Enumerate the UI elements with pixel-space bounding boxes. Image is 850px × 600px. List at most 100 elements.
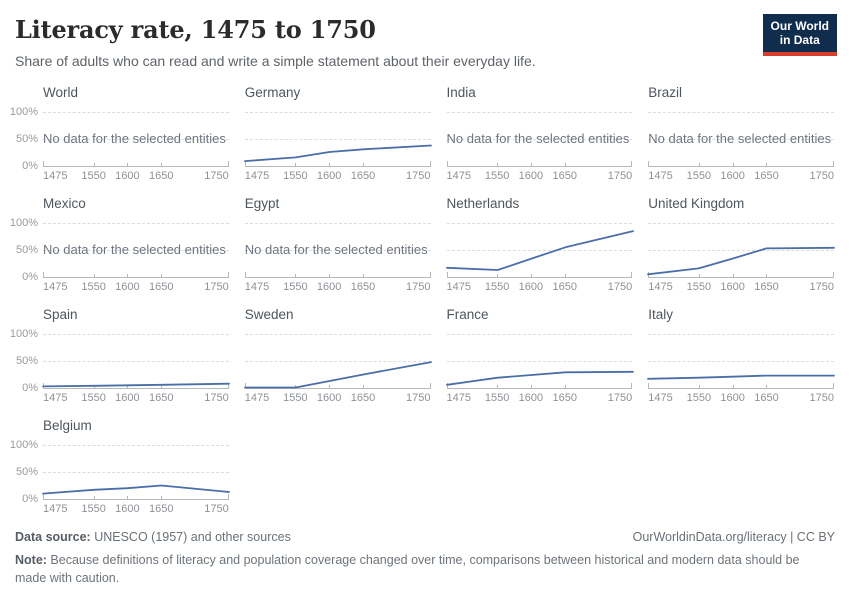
x-tick-label: 1475 [648, 281, 673, 293]
gridline-100 [648, 112, 834, 113]
line-series-spain [42, 382, 230, 388]
no-data-message: No data for the selected entities [446, 131, 630, 147]
x-tick-label: 1650 [552, 281, 577, 293]
panel-title: Belgium [43, 418, 92, 433]
x-tick-label: 1550 [686, 170, 712, 182]
x-axis-tick [161, 163, 163, 167]
panel-plot: 100% 50% 0% No data for the selected entiti… [10, 106, 229, 172]
x-tick-label: 1475 [43, 392, 68, 404]
line-path [42, 382, 230, 388]
x-axis-tick [766, 385, 768, 389]
panel-title: World [43, 85, 79, 100]
x-tick-label: 1750 [809, 281, 834, 293]
x-axis-labels: 1475 1550 1600 1650 1750 [447, 170, 633, 185]
x-axis-tick [127, 385, 129, 389]
x-axis-line [43, 388, 229, 389]
panel-plot: No data for the selected entities [446, 112, 633, 167]
x-axis-tick [362, 274, 364, 278]
x-tick-label: 1475 [446, 281, 471, 293]
x-axis-tick [127, 496, 129, 500]
y-tick-label: 0% [22, 271, 38, 283]
gridline-100 [43, 223, 229, 224]
panel-title: Egypt [244, 196, 280, 211]
x-tick-label: 1550 [686, 281, 712, 293]
x-tick-label: 1750 [406, 281, 431, 293]
x-tick-label: 1600 [316, 392, 342, 404]
gridline-50 [43, 361, 229, 362]
line-path [445, 370, 634, 386]
panel-mexico: Mexico 100% 50% 0% No data for the selected… [10, 196, 229, 295]
gridline-100 [43, 445, 229, 446]
x-tick-label: 1600 [115, 281, 140, 293]
x-axis-labels: 1475 1550 1600 1650 1750 [43, 503, 229, 518]
x-tick-label: 1750 [607, 281, 633, 293]
panel-italy: Italy 1475 1550 1600 1650 1750 [647, 307, 836, 406]
y-tick-label: 50% [15, 355, 38, 367]
x-tick-label: 1475 [648, 392, 673, 404]
no-data-message: No data for the selected entities [43, 131, 226, 147]
panel-plot: 100% 50% 0% No data for the selected entiti… [10, 217, 229, 283]
gridline-100 [244, 223, 431, 224]
x-tick-label: 1650 [148, 281, 174, 293]
x-tick-label: 1650 [552, 392, 577, 404]
x-axis-labels: 1475 1550 1600 1650 1750 [245, 392, 431, 407]
x-axis-tick [648, 383, 650, 389]
x-tick-label: 1600 [720, 281, 745, 293]
x-axis-labels: 1475 1550 1600 1650 1750 [245, 170, 431, 185]
x-axis-tick [43, 272, 44, 278]
gridline-50 [43, 139, 229, 140]
credit-link[interactable]: OurWorldinData.org/literacy | CC BY [632, 530, 835, 544]
x-axis-tick [127, 274, 129, 278]
page-title: Literacy rate, 1475 to 1750 [15, 15, 376, 44]
x-axis-tick [446, 383, 448, 389]
x-tick-label: 1650 [754, 170, 779, 182]
x-axis-tick [497, 163, 499, 167]
x-axis-tick [631, 161, 633, 167]
x-tick-label: 1650 [552, 170, 577, 182]
panel-title: Brazil [648, 85, 683, 100]
x-tick-label: 1550 [283, 170, 308, 182]
x-axis-line [244, 388, 431, 389]
x-tick-label: 1600 [720, 170, 745, 182]
chart-footer: Data source: UNESCO (1957) and other sou… [15, 530, 835, 587]
panel-plot: No data for the selected entities [648, 112, 834, 167]
gridline-50 [446, 139, 633, 140]
panel-plot [243, 112, 432, 167]
x-axis-tick [93, 385, 95, 389]
x-tick-label: 1600 [518, 392, 544, 404]
x-axis-line [446, 388, 633, 389]
gridline-50 [43, 250, 229, 251]
note-label: Note: [15, 553, 47, 567]
gridline-100 [648, 334, 834, 335]
gridline-100 [446, 223, 633, 224]
x-axis-tick [161, 274, 163, 278]
x-axis-tick [732, 274, 734, 278]
panel-plot: No data for the selected entities [244, 223, 431, 278]
x-tick-label: 1750 [809, 170, 834, 182]
x-tick-label: 1475 [43, 170, 68, 182]
no-data-message: No data for the selected entities [244, 242, 428, 258]
x-axis-labels: 1475 1550 1600 1650 1750 [43, 170, 229, 185]
gridline-50 [244, 139, 431, 140]
panel-plot [445, 334, 634, 389]
gridline-50 [244, 250, 431, 251]
x-axis-tick [227, 494, 229, 500]
x-axis-tick [362, 163, 364, 167]
x-axis-tick [227, 272, 229, 278]
gridline-50 [244, 361, 431, 362]
no-data-message: No data for the selected entities [43, 242, 226, 258]
x-axis-tick [833, 272, 834, 278]
y-tick-label: 0% [22, 493, 38, 505]
owid-logo[interactable]: Our World in Data [762, 14, 837, 56]
panel-netherlands: Netherlands 1475 1550 1600 1650 1750 [445, 196, 634, 295]
x-tick-label: 1600 [518, 281, 544, 293]
x-tick-label: 1650 [350, 281, 376, 293]
panel-plot [445, 223, 634, 278]
panel-india: India No data for the selected entities … [446, 85, 633, 185]
x-tick-label: 1550 [484, 392, 510, 404]
x-tick-label: 1750 [204, 503, 229, 515]
x-axis-tick [631, 383, 633, 389]
x-axis-tick [530, 385, 532, 389]
x-axis-tick [429, 161, 431, 167]
x-axis-tick [564, 385, 566, 389]
